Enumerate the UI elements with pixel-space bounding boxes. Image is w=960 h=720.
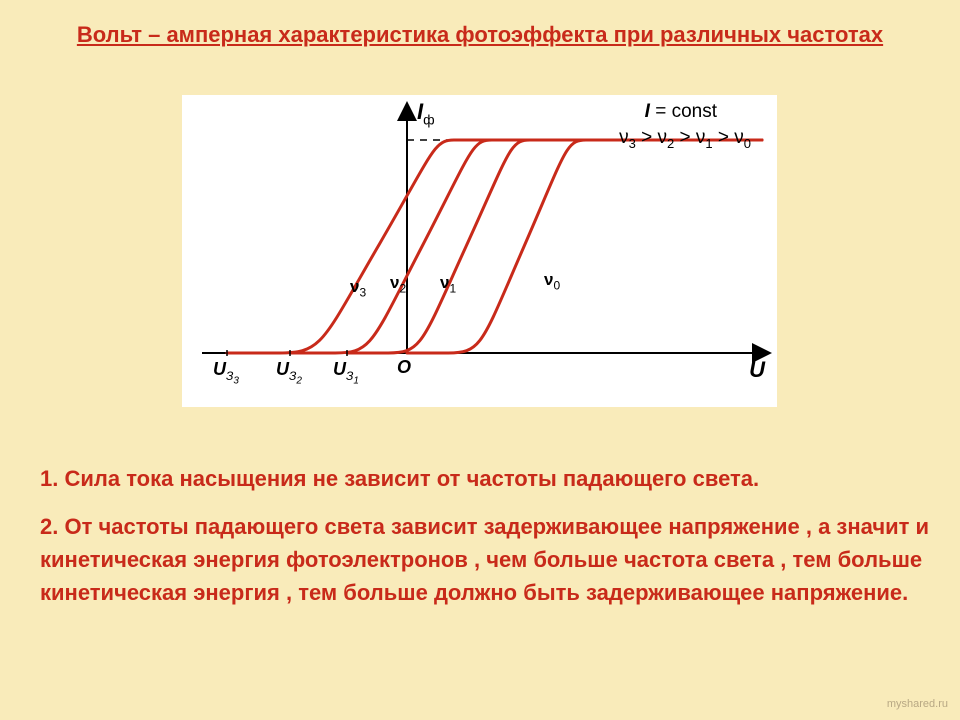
paragraph-2: 2. От частоты падающего света зависит за… (40, 510, 930, 609)
origin-label: O (397, 357, 411, 378)
curve-label-3: ν0 (544, 270, 560, 292)
slide-title: Вольт – амперная характеристика фотоэффе… (60, 22, 900, 48)
annotation-freq-order: ν3 > ν2 > ν1 > ν0 (619, 127, 751, 151)
curve-label-2: ν1 (440, 273, 456, 295)
x-tick-label-2: UЗ1 (333, 359, 359, 386)
watermark: myshared.ru (887, 698, 948, 710)
curve-label-0: ν3 (350, 277, 366, 299)
x-tick-label-0: UЗ3 (213, 359, 239, 386)
x-axis-label: U (749, 357, 765, 383)
paragraph-1: 1. Сила тока насыщения не зависит от час… (40, 462, 930, 495)
annotation-const: I = const (645, 101, 717, 123)
curve-label-1: ν2 (390, 273, 406, 295)
y-axis-label: Iф (417, 99, 435, 127)
x-tick-label-1: UЗ2 (276, 359, 302, 386)
chart-container: Iф U I = const ν3 > ν2 > ν1 > ν0 O UЗ3 UЗ… (182, 95, 777, 407)
